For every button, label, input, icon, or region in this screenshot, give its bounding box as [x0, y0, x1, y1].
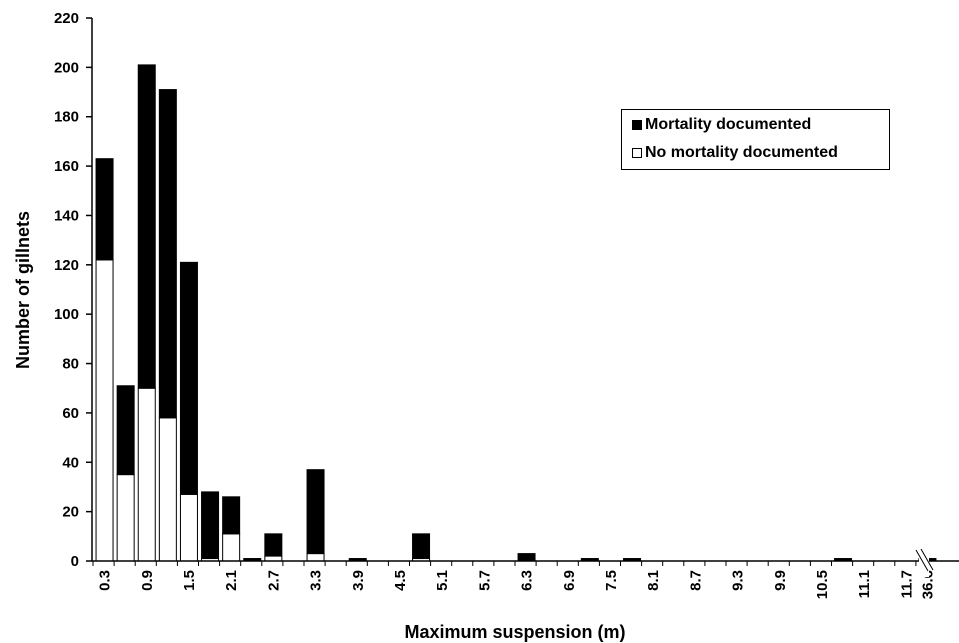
- y-tick-label: 180: [54, 109, 79, 126]
- x-tick-label: 2.7: [265, 570, 282, 591]
- y-tick-label: 220: [54, 10, 79, 27]
- bar-mortality-4.8: [412, 533, 431, 560]
- x-tick-label: 11.7: [898, 570, 915, 598]
- legend-swatch-no-mortality: [632, 148, 642, 158]
- bar-no-mortality-0.6: [116, 474, 135, 562]
- y-tick-label: 120: [54, 257, 79, 274]
- y-tick-label: 80: [62, 356, 79, 373]
- bar-no-mortality-0.9: [137, 387, 156, 562]
- bar-no-mortality-2.1: [222, 533, 241, 562]
- x-tick-label: 6.9: [561, 570, 578, 591]
- y-tick-label: 140: [54, 207, 79, 224]
- x-tick-label: 3.9: [350, 570, 367, 591]
- x-tick-label: 0.3: [97, 570, 114, 591]
- x-tick-label: 2.1: [223, 570, 240, 591]
- bar-mortality-2.7: [264, 533, 283, 557]
- x-tick-label: 7.5: [603, 570, 620, 591]
- y-tick-label: 160: [54, 158, 79, 175]
- bar-no-mortality-3.3: [306, 553, 325, 562]
- x-tick-label: 5.7: [476, 570, 493, 591]
- bar-mortality-0.3: [95, 158, 114, 261]
- axis-break-icon: [915, 548, 934, 577]
- x-tick-label: 11.1: [856, 570, 873, 598]
- x-tick-label: 4.5: [392, 570, 409, 591]
- bar-mortality-3.3: [306, 469, 325, 555]
- y-axis-ticks: 0 20 40 60 80 100 120 140 160 180 200 220: [54, 10, 92, 570]
- x-tick-label: 8.1: [645, 570, 662, 591]
- y-tick-label: 0: [71, 553, 79, 570]
- y-tick-label: 40: [62, 454, 79, 471]
- x-tick-label: 5.1: [434, 570, 451, 591]
- x-tick-label: 9.9: [772, 570, 789, 591]
- y-tick-label: 20: [62, 504, 79, 521]
- x-tick-label: 9.3: [730, 570, 747, 591]
- y-axis-title: Number of gillnets: [13, 211, 33, 369]
- x-tick-label: 36.6: [919, 570, 936, 599]
- x-tick-label: 6.3: [519, 570, 536, 591]
- x-axis-ticks: 0.3 0.9 1.5 2.1 2.7 3.3 3.9 4.5 5.1 5.7 6.3 6.9 7.5 8…: [92, 561, 936, 599]
- x-axis-title: Maximum suspension (m): [404, 622, 625, 642]
- x-tick-label: 1.5: [181, 570, 198, 591]
- bar-no-mortality-1.5: [179, 493, 198, 562]
- bar-mortality-6.3: [517, 553, 536, 562]
- bars-group: [95, 64, 937, 562]
- legend: Mortality documented No mortality docume…: [621, 109, 890, 170]
- bar-mortality-0.6: [116, 385, 135, 476]
- y-tick-label: 60: [62, 405, 79, 422]
- legend-label-no-mortality: No mortality documented: [645, 144, 838, 161]
- legend-label-mortality: Mortality documented: [645, 116, 812, 133]
- y-tick-label: 100: [54, 306, 79, 323]
- bar-mortality-1.2: [158, 89, 177, 419]
- bar-no-mortality-0.3: [95, 259, 114, 562]
- legend-item-mortality: Mortality documented: [632, 117, 811, 133]
- bar-mortality-1.5: [179, 261, 198, 495]
- x-tick-label: 10.5: [814, 570, 831, 599]
- legend-swatch-mortality: [632, 120, 642, 130]
- bar-mortality-1.8: [201, 491, 220, 560]
- legend-item-no-mortality: No mortality documented: [632, 145, 838, 161]
- bar-mortality-0.9: [137, 64, 156, 389]
- x-tick-label: 3.3: [308, 570, 325, 591]
- bar-mortality-2.1: [222, 496, 241, 535]
- bar-no-mortality-1.2: [158, 417, 177, 562]
- x-tick-label: 0.9: [139, 570, 156, 591]
- x-tick-label: 8.7: [687, 570, 704, 591]
- y-tick-label: 200: [54, 59, 79, 76]
